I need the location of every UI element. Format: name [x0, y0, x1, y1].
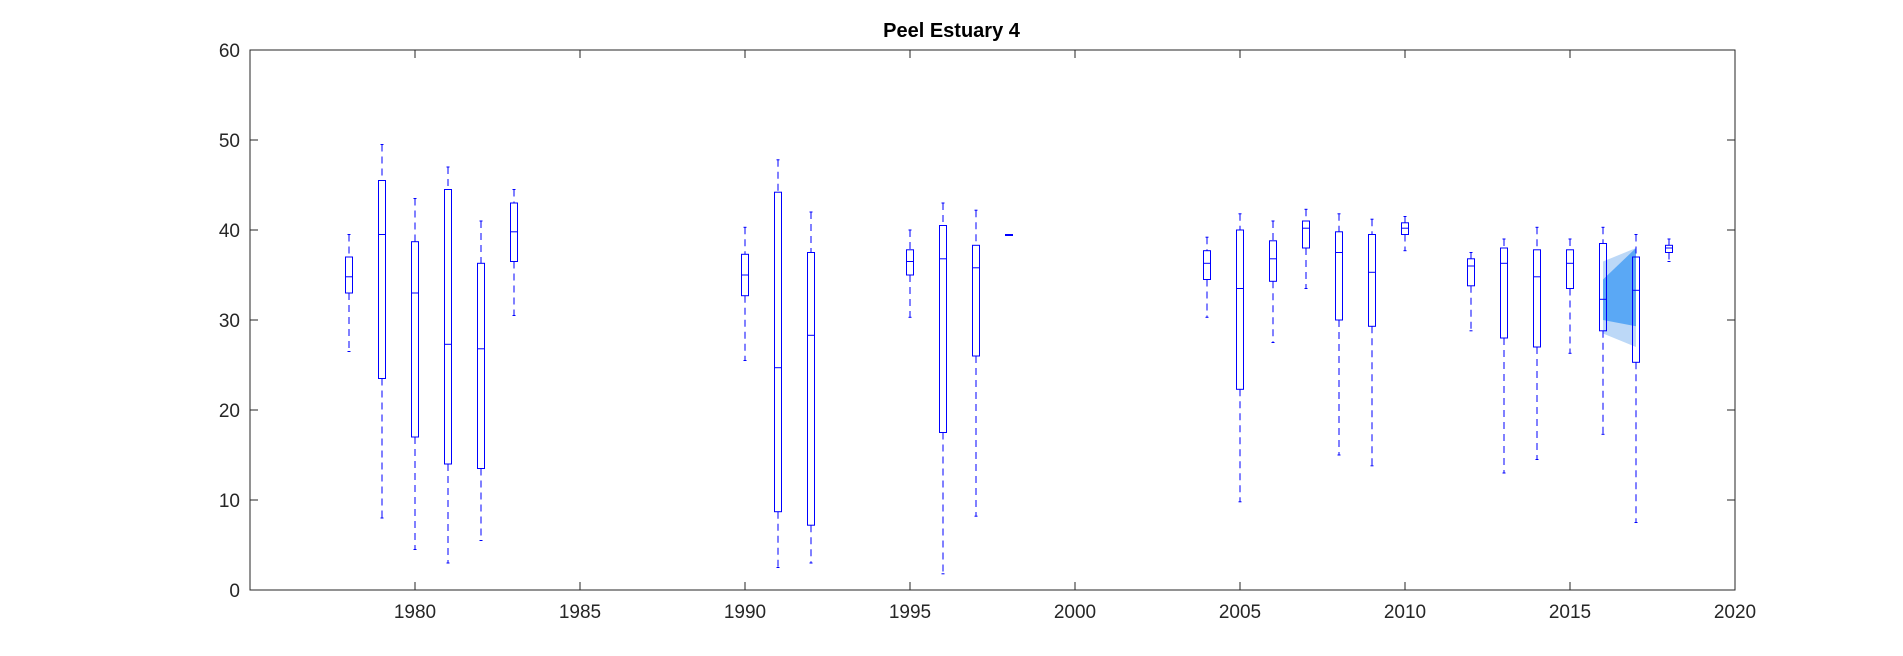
box-1979: [378, 180, 386, 379]
x-tick-label-1995: 1995: [889, 602, 931, 623]
x-tick-label-1990: 1990: [724, 602, 766, 623]
band-dark-1: [1603, 248, 1636, 327]
box-2009: [1368, 234, 1376, 327]
box-1992: [807, 252, 815, 526]
box-2008: [1335, 231, 1343, 321]
y-tick-label-20: 20: [219, 401, 240, 422]
box-2013: [1500, 247, 1508, 339]
chart-title: Peel Estuary 4: [883, 20, 1020, 42]
y-tick-label-50: 50: [219, 131, 240, 152]
box-2004: [1203, 250, 1211, 280]
box-1991: [774, 191, 782, 513]
box-1982: [477, 262, 485, 469]
box-2005: [1236, 229, 1244, 390]
box-2014: [1533, 249, 1541, 348]
x-tick-label-2020: 2020: [1714, 602, 1756, 623]
box-2017: [1632, 256, 1640, 363]
box-1995: [906, 249, 914, 276]
y-tick-label-60: 60: [219, 41, 240, 62]
box-2015: [1566, 249, 1574, 290]
box-1981: [444, 189, 452, 465]
box-1978: [345, 256, 353, 294]
box-2007: [1302, 220, 1310, 249]
x-tick-label-2000: 2000: [1054, 602, 1096, 623]
box-2012: [1467, 258, 1475, 287]
x-tick-label-2005: 2005: [1219, 602, 1261, 623]
y-tick-label-30: 30: [219, 311, 240, 332]
box-1997: [972, 244, 980, 357]
y-tick-label-10: 10: [219, 491, 240, 512]
box-2006: [1269, 240, 1277, 282]
box-2018: [1665, 244, 1673, 254]
x-tick-label-2010: 2010: [1384, 602, 1426, 623]
box-2016: [1599, 243, 1607, 332]
y-tick-label-40: 40: [219, 221, 240, 242]
box-1980: [411, 241, 419, 438]
x-tick-label-1985: 1985: [559, 602, 601, 623]
plot-frame: [249, 49, 1736, 591]
y-tick-label-0: 0: [229, 581, 240, 602]
box-1996: [939, 225, 947, 433]
x-tick-label-1980: 1980: [394, 602, 436, 623]
x-tick-label-2015: 2015: [1549, 602, 1591, 623]
